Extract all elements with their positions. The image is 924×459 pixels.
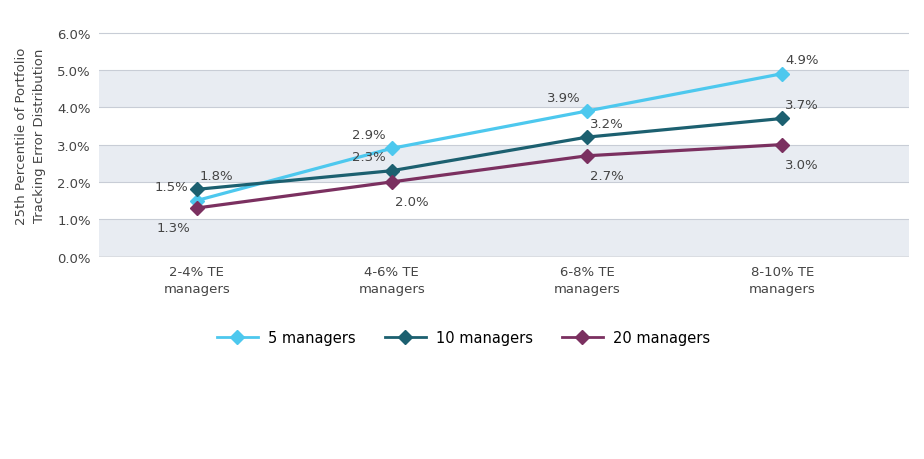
Text: 2.9%: 2.9% xyxy=(352,129,385,141)
Line: 10 managers: 10 managers xyxy=(192,114,787,195)
Y-axis label: 25th Percentile of Portfolio
Tracking Error Distribution: 25th Percentile of Portfolio Tracking Er… xyxy=(15,47,46,224)
20 managers xyxy=(191,206,202,211)
Text: 1.5%: 1.5% xyxy=(154,181,188,194)
Bar xyxy=(99,108,909,146)
20 managers xyxy=(581,154,592,159)
Text: 2.7%: 2.7% xyxy=(590,169,624,183)
20 managers xyxy=(386,180,397,185)
10 managers xyxy=(191,187,202,193)
Text: 3.7%: 3.7% xyxy=(784,99,819,112)
20 managers xyxy=(776,143,787,148)
Text: 3.0%: 3.0% xyxy=(784,158,819,171)
Text: 1.3%: 1.3% xyxy=(156,222,190,235)
Text: 4.9%: 4.9% xyxy=(784,54,819,67)
5 managers xyxy=(581,109,592,115)
Text: 3.9%: 3.9% xyxy=(547,91,580,104)
Bar xyxy=(99,34,909,71)
10 managers xyxy=(581,135,592,140)
Bar xyxy=(99,220,909,257)
5 managers xyxy=(386,146,397,152)
Bar xyxy=(99,183,909,220)
Bar xyxy=(99,71,909,108)
Line: 20 managers: 20 managers xyxy=(192,140,787,213)
Legend: 5 managers, 10 managers, 20 managers: 5 managers, 10 managers, 20 managers xyxy=(211,325,716,351)
5 managers xyxy=(776,72,787,77)
Line: 5 managers: 5 managers xyxy=(192,70,787,206)
5 managers xyxy=(191,198,202,204)
10 managers xyxy=(386,168,397,174)
Text: 1.8%: 1.8% xyxy=(200,169,233,183)
Bar xyxy=(99,146,909,183)
Text: 2.0%: 2.0% xyxy=(395,196,428,208)
10 managers xyxy=(776,117,787,122)
Text: 3.2%: 3.2% xyxy=(590,118,624,130)
Text: 2.3%: 2.3% xyxy=(351,151,385,164)
